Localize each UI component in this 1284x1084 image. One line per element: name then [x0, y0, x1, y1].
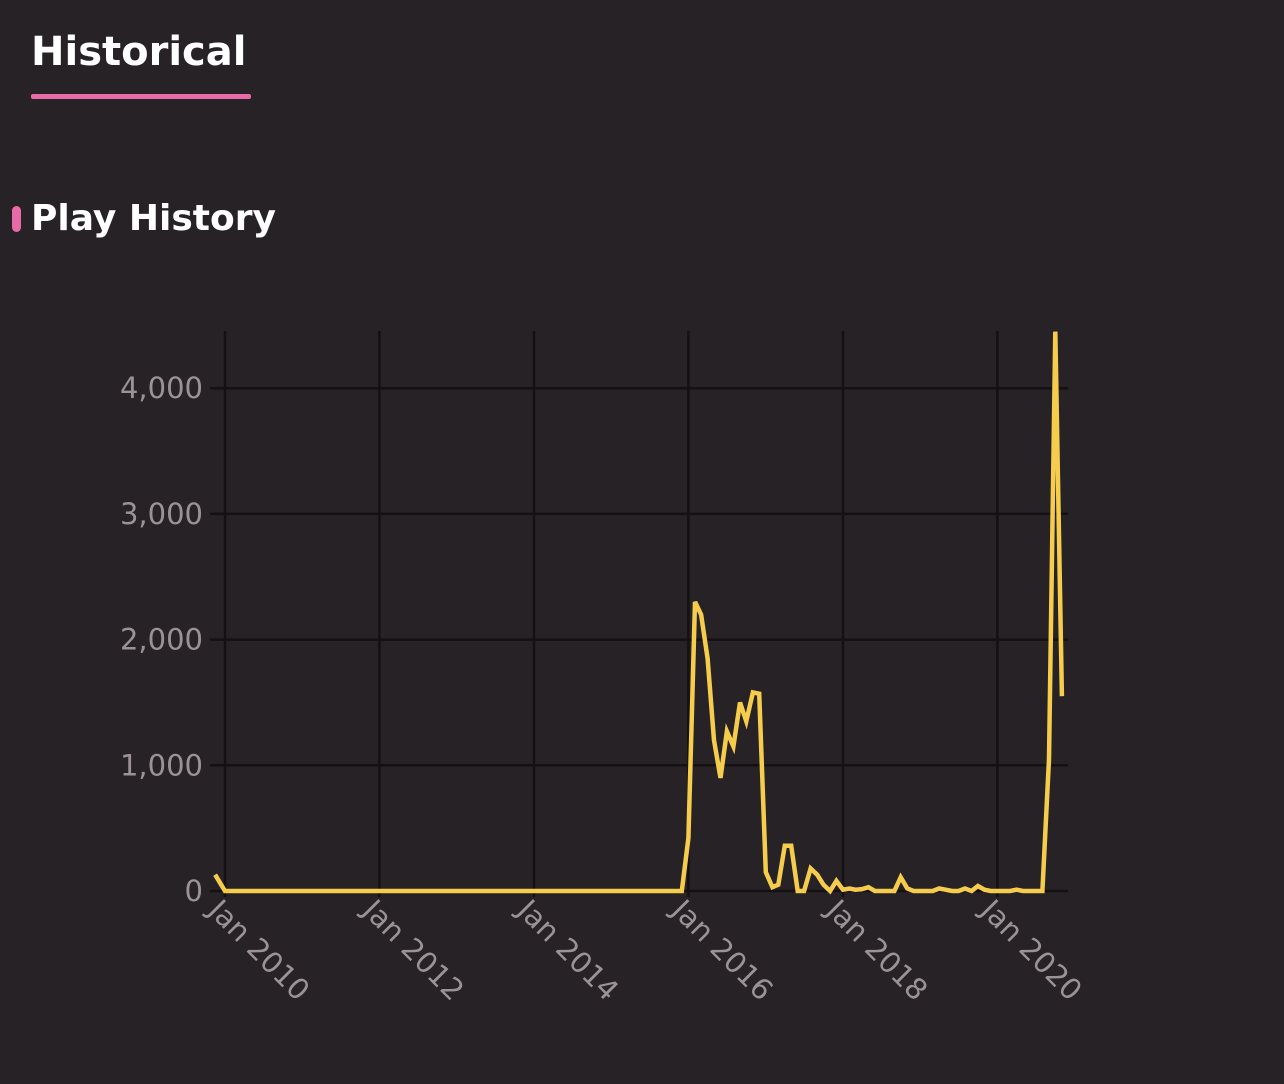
y-tick-label: 2,000 — [120, 623, 203, 657]
y-tick-label: 4,000 — [120, 371, 203, 405]
x-tick-label: Jan 2016 — [664, 891, 780, 1007]
active-tab-indicator — [31, 94, 251, 99]
x-tick-label: Jan 2012 — [355, 891, 471, 1007]
y-tick-label: 1,000 — [120, 748, 203, 782]
tab-historical[interactable]: Historical — [31, 26, 251, 99]
y-axis-labels: 0 1,000 2,000 3,000 4,000 — [120, 371, 203, 908]
chart-series — [213, 331, 1065, 895]
x-tick-label: Jan 2018 — [819, 891, 935, 1007]
section-title: Play History — [31, 198, 276, 239]
y-tick-label: 3,000 — [120, 497, 203, 531]
chart-grid — [210, 331, 1068, 897]
tab-historical-label: Historical — [31, 29, 247, 75]
x-axis-labels: Jan 2010 Jan 2012 Jan 2014 Jan 2016 Jan 2018… — [201, 891, 1089, 1007]
play-history-header: Play History — [12, 196, 276, 242]
series-line — [213, 331, 1065, 895]
x-tick-label: Jan 2014 — [510, 891, 626, 1007]
x-tick-label: Jan 2010 — [201, 891, 317, 1007]
y-tick-label: 0 — [185, 874, 203, 908]
section-accent-bar — [12, 206, 21, 232]
x-tick-label: Jan 2020 — [973, 891, 1089, 1007]
